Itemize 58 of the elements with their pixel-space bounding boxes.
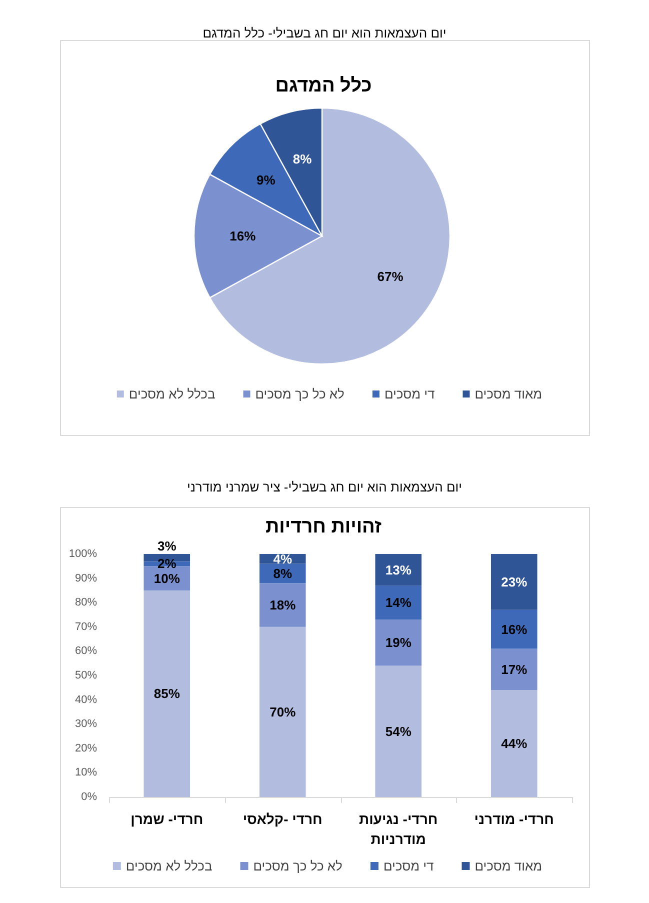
bar: [490, 610, 538, 649]
x-tick-label: חרדי- מודרני: [474, 811, 554, 827]
bar: [490, 554, 538, 610]
data-label: 70%: [270, 704, 296, 720]
data-label: 23%: [501, 574, 528, 590]
bar: [144, 590, 190, 797]
y-tick-label: 20%: [74, 742, 98, 754]
bar: [375, 586, 422, 620]
data-label: 3%: [157, 538, 177, 554]
data-label: 85%: [154, 686, 180, 702]
x-tick-label: חרדי -קלאסי: [242, 811, 322, 827]
y-tick-label: 70%: [74, 620, 98, 633]
data-label: 8%: [273, 566, 292, 581]
bar: [375, 666, 422, 797]
data-label: 13%: [385, 562, 412, 578]
data-label: 8%: [292, 152, 312, 167]
text: יום העצמאות הוא יום חג בשבילי- כלל המדגם: [202, 26, 446, 40]
y-tick-label: 50%: [74, 670, 98, 682]
y-tick-label: 80%: [74, 596, 98, 609]
data-label: 16%: [230, 228, 256, 244]
data-label: 17%: [501, 662, 528, 677]
bar: [375, 620, 422, 666]
bar: [490, 690, 538, 797]
data-label: 9%: [256, 172, 276, 188]
data-label: 14%: [385, 595, 412, 610]
y-tick-label: 10%: [74, 766, 98, 779]
data-label: 2%: [157, 556, 177, 572]
legend-label: לא כל כך מסכים: [253, 858, 343, 874]
legend-label: די מסכים: [383, 858, 434, 874]
y-tick-label: 90%: [74, 572, 98, 584]
legend-label: מאוד מסכים: [474, 386, 542, 402]
data-label: 44%: [501, 736, 528, 752]
chart-title: זהויות חרדיות: [266, 516, 382, 538]
bar: [259, 626, 306, 797]
data-label: 4%: [273, 551, 292, 566]
bar: [375, 554, 422, 586]
data-label: 54%: [385, 724, 412, 739]
text: יום העצמאות הוא יום חג בשבילי- ציר שמרני מודרני: [186, 480, 462, 494]
data-label: 18%: [270, 598, 296, 613]
data-label: 19%: [385, 635, 412, 650]
legend-label: מאוד מסכים: [474, 858, 542, 874]
y-tick-label: 0%: [81, 791, 98, 803]
x-tick-label: חרדי- שמרן: [130, 811, 204, 827]
bar: [259, 583, 306, 627]
chart-title: כלל המדגם: [275, 76, 372, 96]
bar: [490, 648, 538, 690]
y-tick-label: 60%: [74, 645, 98, 658]
data-label: 67%: [377, 268, 404, 284]
y-tick-label: 40%: [74, 694, 98, 706]
data-label: 16%: [501, 622, 528, 637]
legend-label: בכלל לא מסכים: [126, 858, 212, 874]
x-tick-label: חרדי- נגיעות מודרניות: [359, 811, 438, 847]
legend-label: לא כל כך מסכים: [255, 386, 345, 402]
y-tick-label: 100%: [68, 548, 98, 560]
y-tick-label: 30%: [74, 718, 98, 730]
data-label: 10%: [154, 570, 180, 586]
legend-label: בכלל לא מסכים: [128, 386, 216, 402]
legend-label: די מסכים: [384, 386, 435, 402]
